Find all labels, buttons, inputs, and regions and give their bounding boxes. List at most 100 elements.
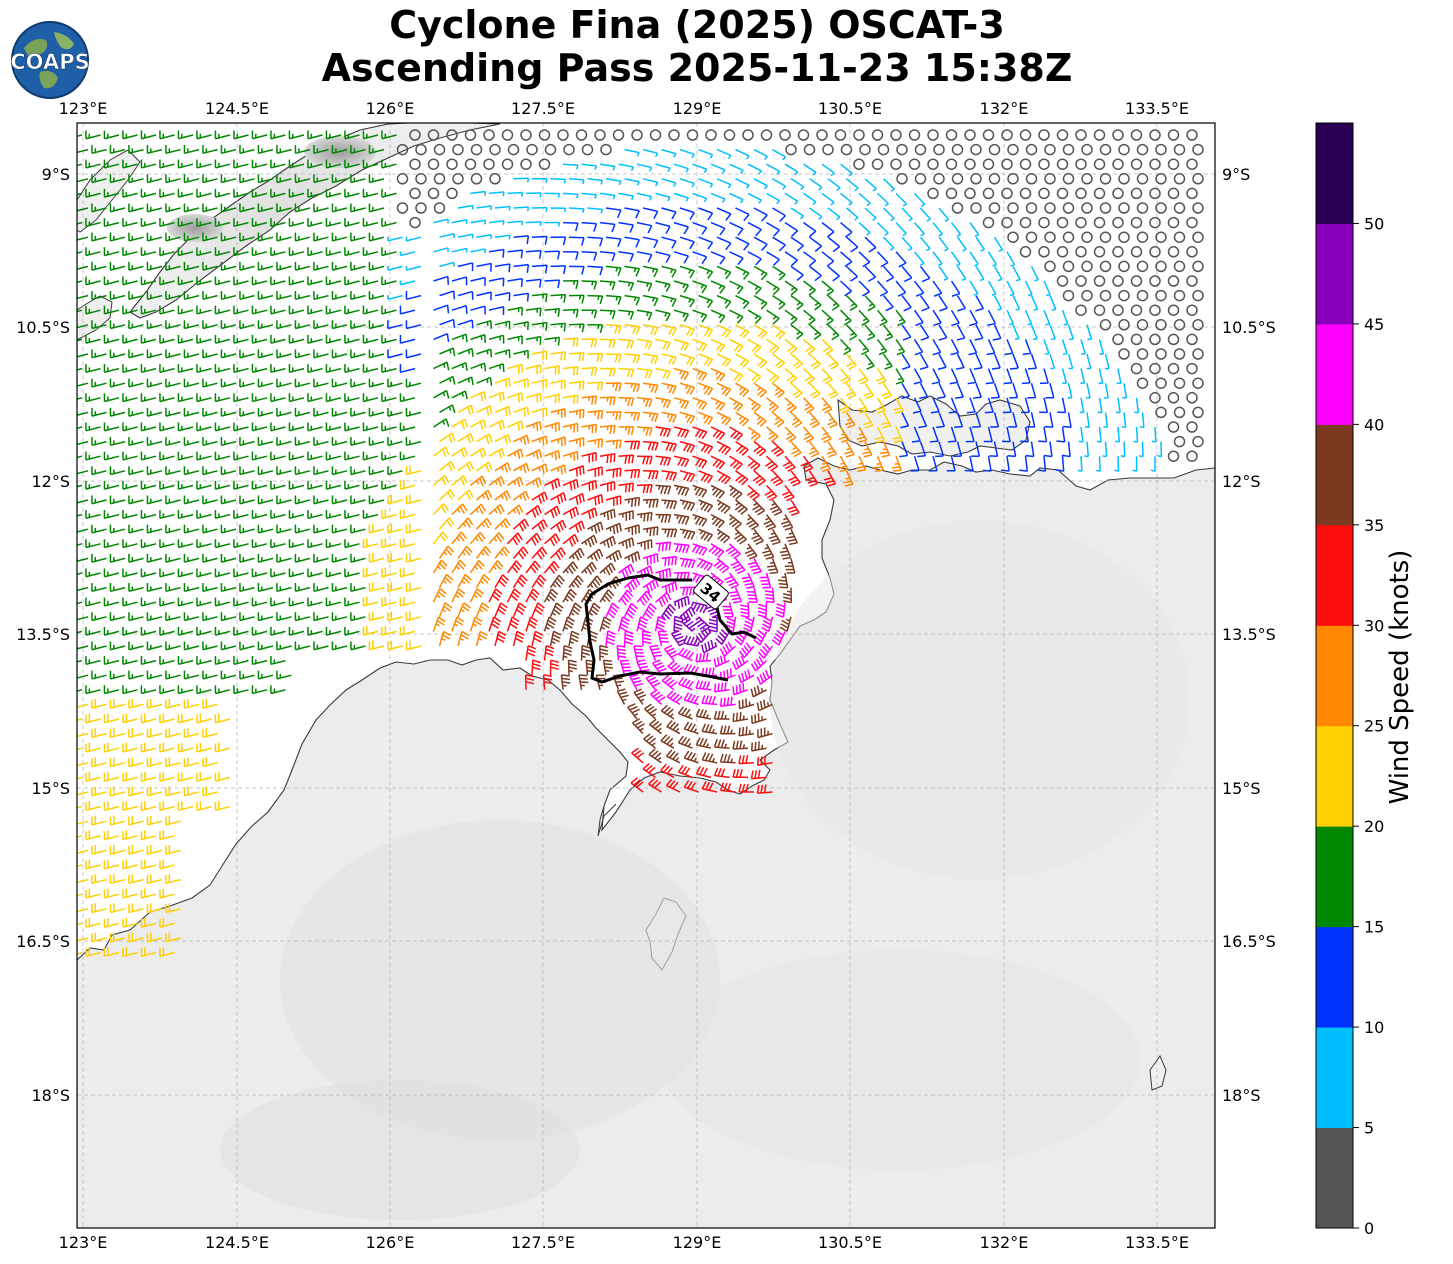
wind-barb xyxy=(165,261,181,271)
wind-barb xyxy=(636,251,653,263)
wind-barb xyxy=(982,187,995,200)
wind-barb xyxy=(446,187,458,200)
wind-barb xyxy=(1044,202,1056,214)
wind-barb xyxy=(779,129,791,141)
wind-barb xyxy=(710,251,726,265)
wind-barb xyxy=(710,280,726,294)
coaps-logo: COAPS xyxy=(10,21,90,99)
wind-barb xyxy=(331,291,348,301)
wind-barb xyxy=(276,261,292,271)
wind-barb xyxy=(692,192,708,203)
colorbar-segment xyxy=(1316,424,1353,526)
wind-barb xyxy=(128,203,144,213)
wind-barb xyxy=(1056,246,1069,258)
wind-barb xyxy=(276,232,292,242)
title-line-1: Cyclone Fina (2025) OSCAT-3 xyxy=(389,3,1005,47)
wind-barb xyxy=(214,218,231,228)
wind-barb xyxy=(710,221,726,236)
wind-barb xyxy=(270,218,286,228)
wind-barb xyxy=(618,192,634,201)
wind-barb xyxy=(77,134,83,138)
wind-barb xyxy=(1130,187,1143,200)
wind-barb xyxy=(196,305,212,315)
wind-barb xyxy=(809,295,822,311)
wind-barb xyxy=(1012,295,1021,311)
wind-barb xyxy=(1136,260,1149,273)
wind-barb xyxy=(859,143,871,156)
wind-barb xyxy=(122,159,138,169)
wind-barb xyxy=(525,249,542,259)
wind-barb xyxy=(772,207,786,223)
wind-barb xyxy=(233,305,249,315)
wind-barb xyxy=(331,203,348,213)
wind-barb xyxy=(140,218,157,228)
wind-barb xyxy=(103,159,120,169)
wind-barb xyxy=(501,129,514,141)
colorbar-segment xyxy=(1316,323,1353,425)
wind-barb xyxy=(895,192,908,207)
wind-barb xyxy=(294,145,311,155)
wind-barb xyxy=(1186,187,1198,200)
colorbar-segment xyxy=(1316,826,1353,928)
wind-barb xyxy=(183,174,200,184)
wind-barb xyxy=(77,235,89,241)
wind-barb xyxy=(214,247,231,257)
wind-barb xyxy=(128,291,144,301)
wind-barb xyxy=(220,232,237,242)
wind-barb xyxy=(544,143,557,156)
wind-barb xyxy=(251,159,268,169)
wind-barb xyxy=(550,236,567,246)
wind-barb xyxy=(1038,216,1050,229)
wind-barb xyxy=(464,129,477,141)
wind-barb xyxy=(1038,246,1050,258)
wind-barb xyxy=(766,192,781,205)
wind-barb xyxy=(599,221,616,233)
wind-barb xyxy=(77,148,89,154)
wind-barb xyxy=(159,130,175,140)
wind-barb xyxy=(587,178,604,185)
wind-barb xyxy=(982,216,995,229)
wind-barb xyxy=(526,143,538,156)
wind-barb xyxy=(433,143,446,156)
wind-barb xyxy=(846,178,859,192)
wind-barb xyxy=(307,159,323,169)
wind-barb xyxy=(956,265,967,281)
wind-barb xyxy=(488,248,505,258)
wind-barb xyxy=(729,280,744,295)
wind-barb xyxy=(1030,266,1039,282)
wind-barb xyxy=(790,207,805,220)
wind-barb xyxy=(557,129,569,141)
wind-barb xyxy=(257,203,274,213)
wind-barb xyxy=(313,203,329,213)
colorbar-tick-label: 50 xyxy=(1364,214,1384,233)
wind-barb xyxy=(233,247,249,257)
wind-barb xyxy=(1075,216,1087,229)
wind-barb xyxy=(636,221,653,234)
wind-barb xyxy=(350,145,366,155)
wind-barb xyxy=(661,207,677,220)
colorbar-segment xyxy=(1316,725,1353,827)
wind-barb xyxy=(294,291,311,301)
wind-barb xyxy=(784,251,798,267)
wind-barb xyxy=(568,265,585,275)
wind-barb xyxy=(809,207,823,220)
wind-barb xyxy=(784,163,799,176)
colorbar-segment xyxy=(1316,223,1353,325)
wind-barb xyxy=(476,262,492,272)
wind-barb xyxy=(177,188,194,198)
figure-title: Cyclone Fina (2025) OSCAT-3 Ascending Pa… xyxy=(0,4,1394,90)
wind-barb xyxy=(827,295,840,311)
wind-barb xyxy=(766,280,780,296)
wind-barb xyxy=(1019,216,1032,229)
wind-barb xyxy=(494,291,511,301)
wind-barb xyxy=(488,191,505,197)
wind-barb xyxy=(919,236,931,252)
wind-barb xyxy=(313,145,329,155)
wind-barb xyxy=(362,218,379,228)
wind-barb xyxy=(587,207,604,214)
wind-barb xyxy=(452,143,464,156)
wind-barb xyxy=(710,192,726,203)
wind-barb xyxy=(975,295,985,312)
wind-barb xyxy=(387,265,403,271)
wind-barb xyxy=(381,159,397,169)
